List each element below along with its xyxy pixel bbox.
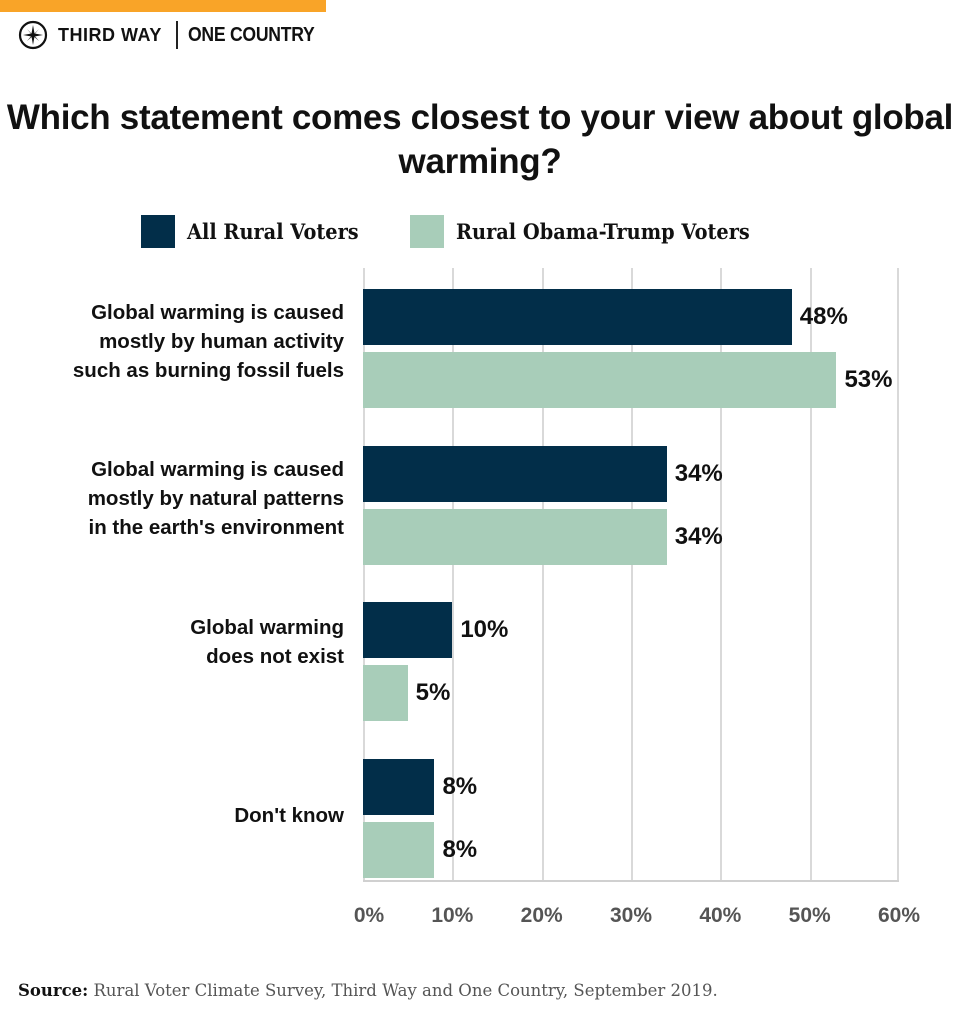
gridline [720,268,723,882]
plot-area: 48% 53% 34% 34% 10% 5% 8% 8% [363,268,899,882]
x-tick-label: 30% [609,904,653,927]
legend-swatch [409,215,444,248]
bar-value-label: 34% [674,523,723,550]
category-label: Global warming is caused mostly by natur… [87,457,344,539]
source-note: Source: Rural Voter Climate Survey, Thir… [18,981,718,1000]
bar-obama-trump [363,352,837,408]
chart-title-text: Which statement comes closest to your vi… [6,98,954,181]
gridline [363,268,365,882]
legend-item-obama-trump: Rural Obama-Trump Voters [409,215,775,248]
x-tick-label: 50% [788,904,831,927]
x-tick-label: 40% [699,904,742,927]
legend-swatch [141,215,175,248]
bar-value-label: 53% [844,366,893,393]
accent-bar [0,0,326,12]
legend-label: Rural Obama-Trump Voters [455,219,750,244]
bar-obama-trump [363,822,435,878]
x-tick-label: 20% [520,904,563,927]
brand-third-way: THIRD WAY [58,24,162,45]
legend: All Rural Voters Rural Obama-Trump Voter… [141,215,775,248]
legend-label: All Rural Voters [187,219,359,244]
bar-value-label: 34% [674,460,723,487]
bar-value-label: 8% [442,836,478,863]
compass-icon [18,20,48,50]
category-label: Don't know [234,803,344,827]
category-label: Global warming is caused mostly by human… [72,300,344,382]
brand-one-country: ONE COUNTRY [187,23,315,46]
gridline [809,268,812,882]
source-label: Source: [18,981,89,1000]
category-label: Global warming does not exist [190,616,344,668]
gridline [897,268,899,882]
bar-value-label: 48% [799,303,848,330]
gridline [631,268,633,882]
bar-value-label: 5% [415,679,451,706]
x-tick-label: 10% [431,904,474,927]
x-tick-label: 0% [353,904,385,927]
legend-item-all-rural: All Rural Voters [141,215,374,248]
brand-header: THIRD WAY ONE COUNTRY [18,20,332,50]
chart-title: Which statement comes closest to your vi… [0,96,960,184]
bar-all-rural [363,759,435,815]
source-text: Rural Voter Climate Survey, Third Way an… [93,981,718,1000]
bar-all-rural [363,446,667,502]
gridline [541,268,544,882]
x-tick-label: 60% [877,904,921,927]
bar-all-rural [363,289,792,345]
bar-obama-trump [363,665,408,721]
bar-obama-trump [363,509,667,565]
bar-all-rural [363,602,453,658]
bar-value-label: 10% [460,616,509,643]
bar-value-label: 8% [442,773,478,800]
brand-divider [175,21,178,49]
gridline [452,268,455,882]
x-axis-line [363,880,899,882]
